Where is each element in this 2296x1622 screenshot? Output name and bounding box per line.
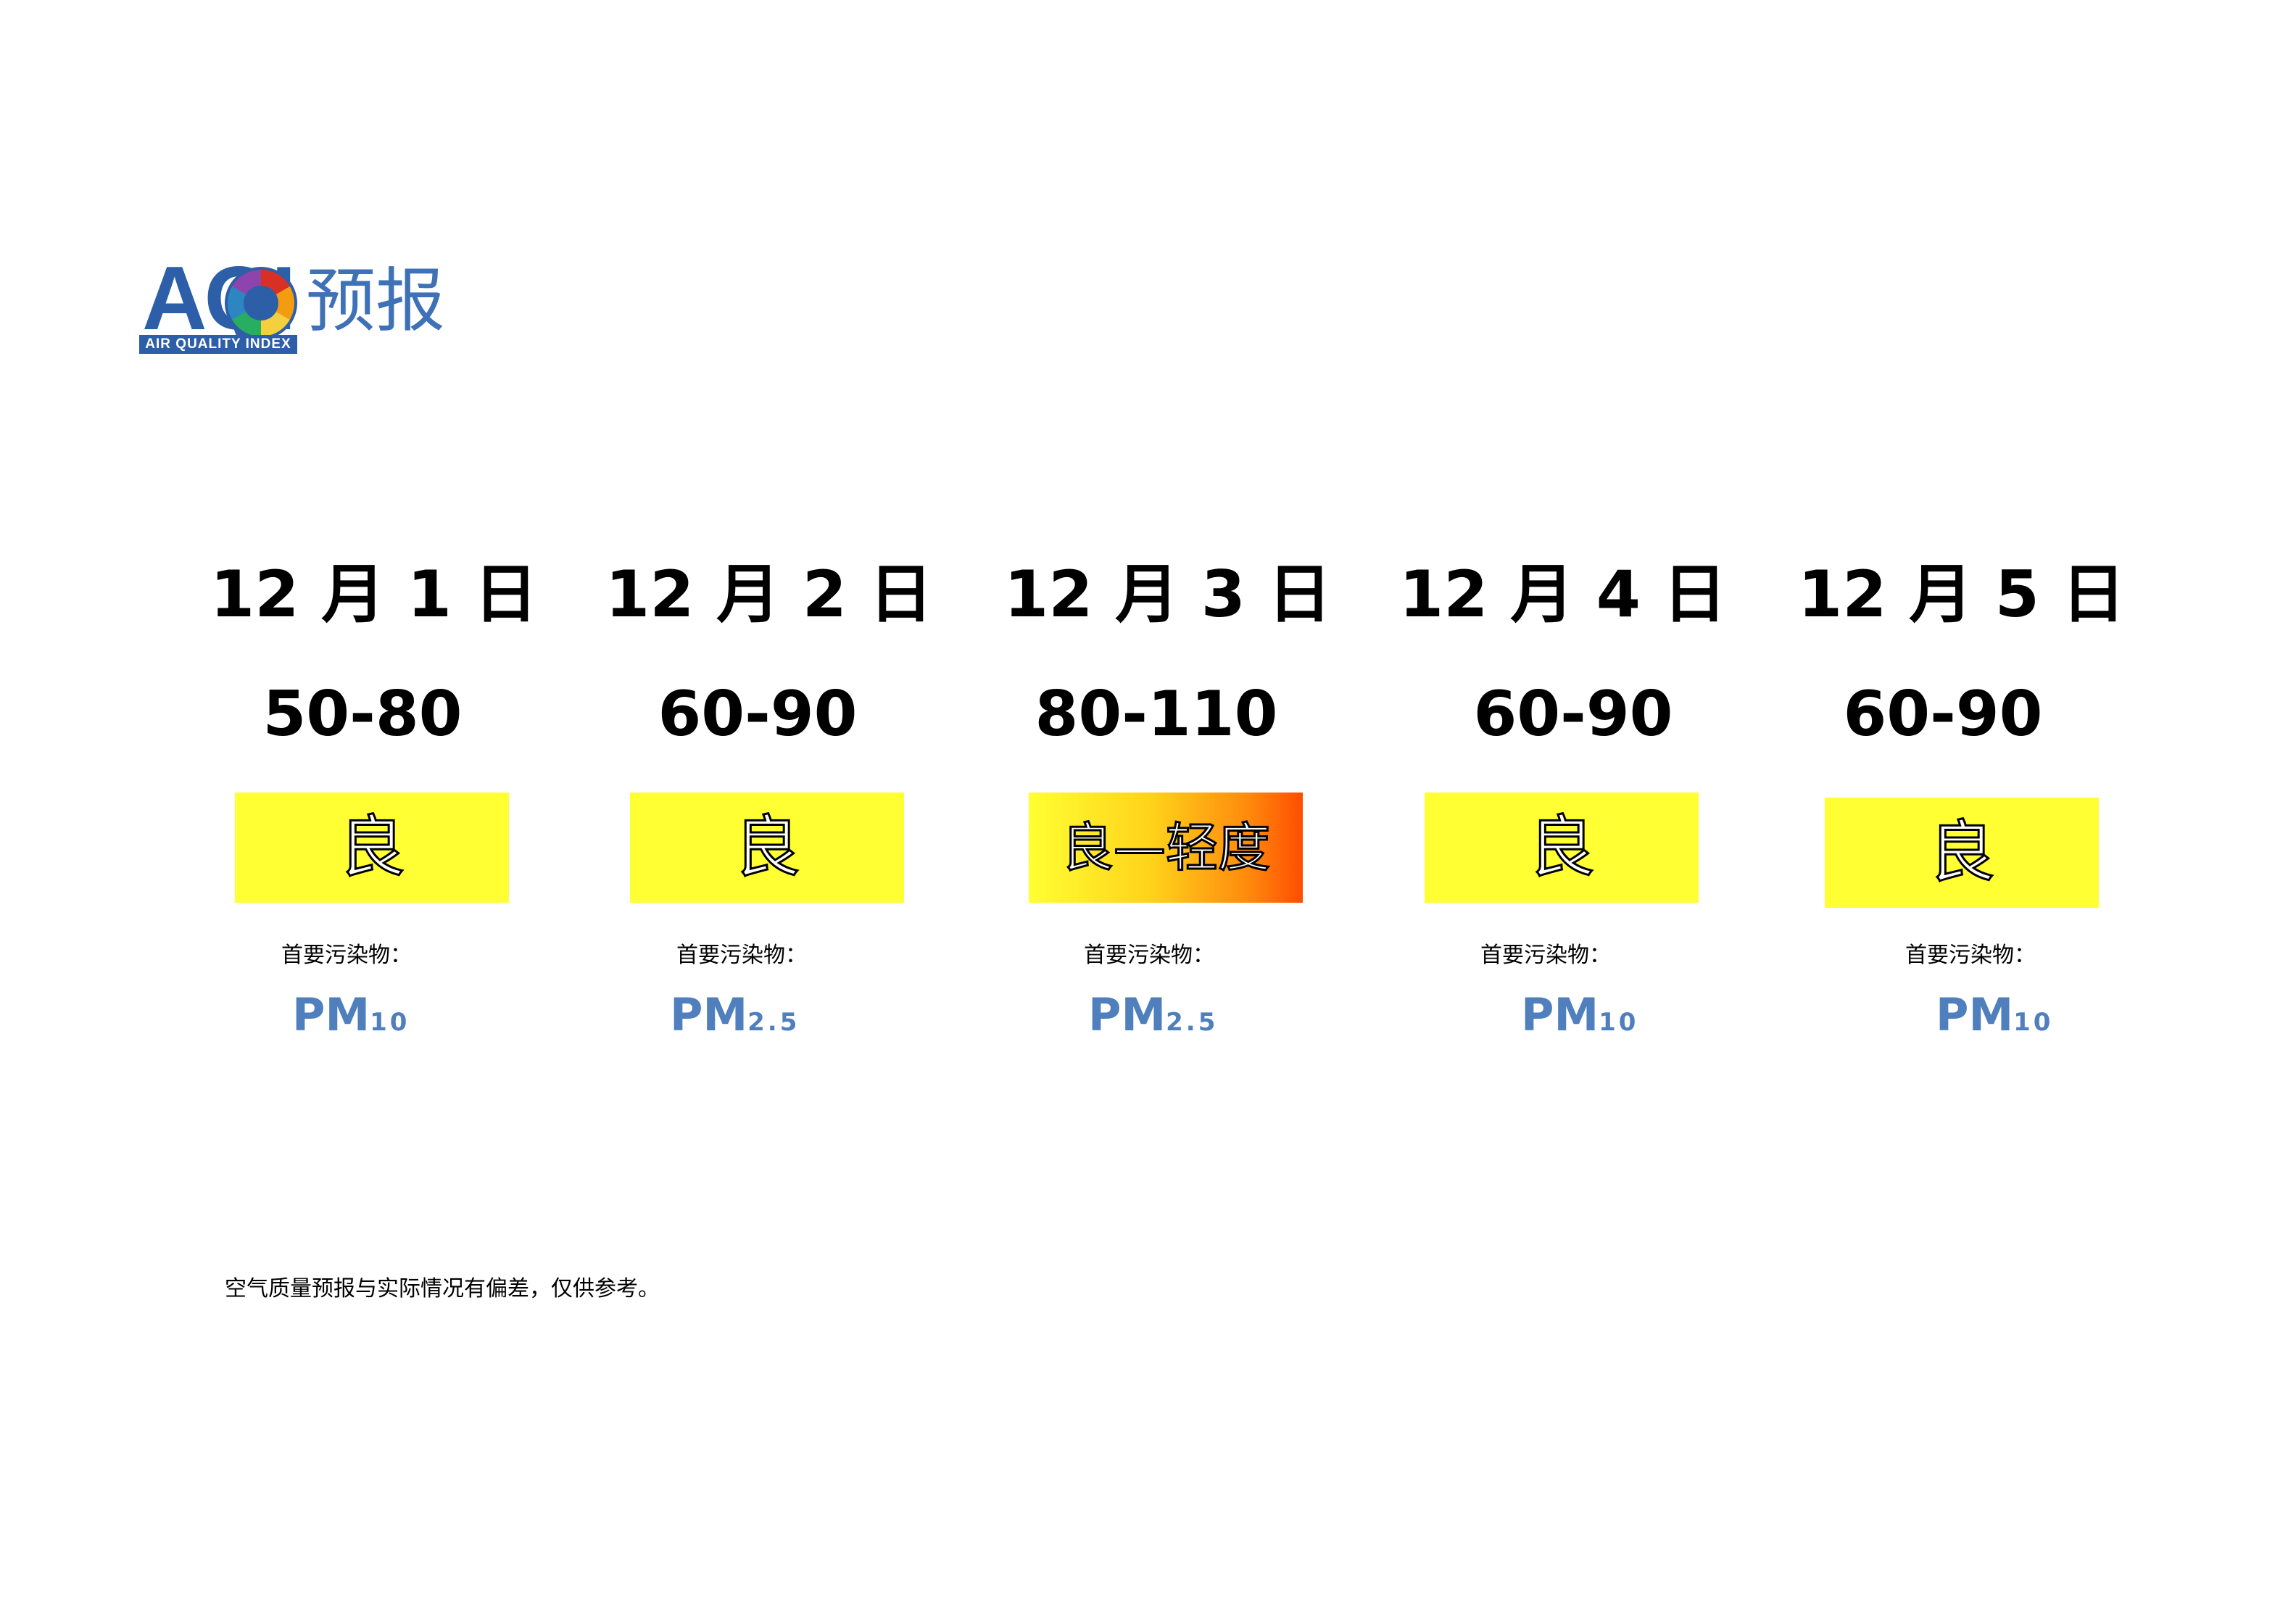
primary-pollutant-label: 首要污染物： (676, 943, 807, 968)
aqi-level-badge: 良 (1825, 798, 2099, 908)
disclaimer-note: 空气质量预报与实际情况有偏差，仅供参考。 (225, 1276, 660, 1302)
pollutant-name: PM (292, 988, 370, 1041)
primary-pollutant: PM2.5 (1088, 982, 1218, 1055)
aqi-level-text: 良 (1527, 808, 1596, 887)
aqi-range: 50-80 (262, 678, 463, 750)
aqi-range: 60-90 (658, 678, 858, 750)
forecast-day-5: 12 月 5 日 60-90 良 首要污染物： PM10 (1798, 0, 2126, 1622)
forecast-date: 12 月 4 日 (1399, 557, 1727, 632)
pollutant-subscript: 10 (1599, 1008, 1639, 1037)
pollutant-name: PM (670, 988, 748, 1041)
pollutant-subscript: 2.5 (747, 1008, 800, 1037)
aqi-range: 60-90 (1473, 678, 1673, 750)
logo-title: 预报 (306, 260, 445, 342)
primary-pollutant-label: 首要污染物： (1480, 943, 1611, 968)
primary-pollutant: PM10 (1521, 982, 1638, 1055)
pollutant-name: PM (1521, 988, 1599, 1041)
primary-pollutant: PM10 (292, 982, 410, 1055)
logo-tagline: AIR QUALITY INDEX (139, 335, 297, 354)
aqi-range: 80-110 (1035, 678, 1278, 750)
forecast-date: 12 月 3 日 (1004, 557, 1332, 632)
aqi-level-badge: 良 (235, 793, 509, 903)
primary-pollutant: PM10 (1936, 982, 2053, 1055)
aqi-range: 60-90 (1843, 678, 2043, 750)
aqi-logo: AQI AIR QUALITY INDEX 预报 (139, 254, 458, 355)
pollutant-subscript: 10 (370, 1008, 410, 1037)
aqi-level-text: 良—轻度 (1060, 816, 1271, 880)
forecast-date: 12 月 5 日 (1798, 557, 2126, 632)
aqi-level-badge: 良 (630, 793, 904, 903)
pollutant-name: PM (1936, 988, 2014, 1041)
forecast-day-1: 12 月 1 日 50-80 良 首要污染物： PM10 (210, 0, 538, 1622)
globe-icon (225, 267, 297, 339)
pollutant-name: PM (1088, 988, 1166, 1041)
primary-pollutant-label: 首要污染物： (1905, 943, 2036, 968)
primary-pollutant: PM2.5 (670, 982, 800, 1055)
pollutant-subscript: 2.5 (1166, 1008, 1219, 1037)
aqi-level-badge: 良—轻度 (1029, 793, 1303, 903)
aqi-level-text: 良 (732, 808, 801, 887)
primary-pollutant-label: 首要污染物： (1084, 943, 1214, 968)
pollutant-subscript: 10 (2013, 1008, 2054, 1037)
forecast-day-2: 12 月 2 日 60-90 良 首要污染物： PM2.5 (605, 0, 933, 1622)
aqi-level-text: 良 (1927, 813, 1996, 893)
forecast-day-3: 12 月 3 日 80-110 良—轻度 首要污染物： PM2.5 (1004, 0, 1332, 1622)
forecast-date: 12 月 1 日 (210, 557, 538, 632)
primary-pollutant-label: 首要污染物： (281, 943, 412, 968)
aqi-level-badge: 良 (1425, 793, 1699, 903)
forecast-date: 12 月 2 日 (605, 557, 933, 632)
forecast-day-4: 12 月 4 日 60-90 良 首要污染物： PM10 (1399, 0, 1727, 1622)
aqi-level-text: 良 (337, 808, 406, 887)
